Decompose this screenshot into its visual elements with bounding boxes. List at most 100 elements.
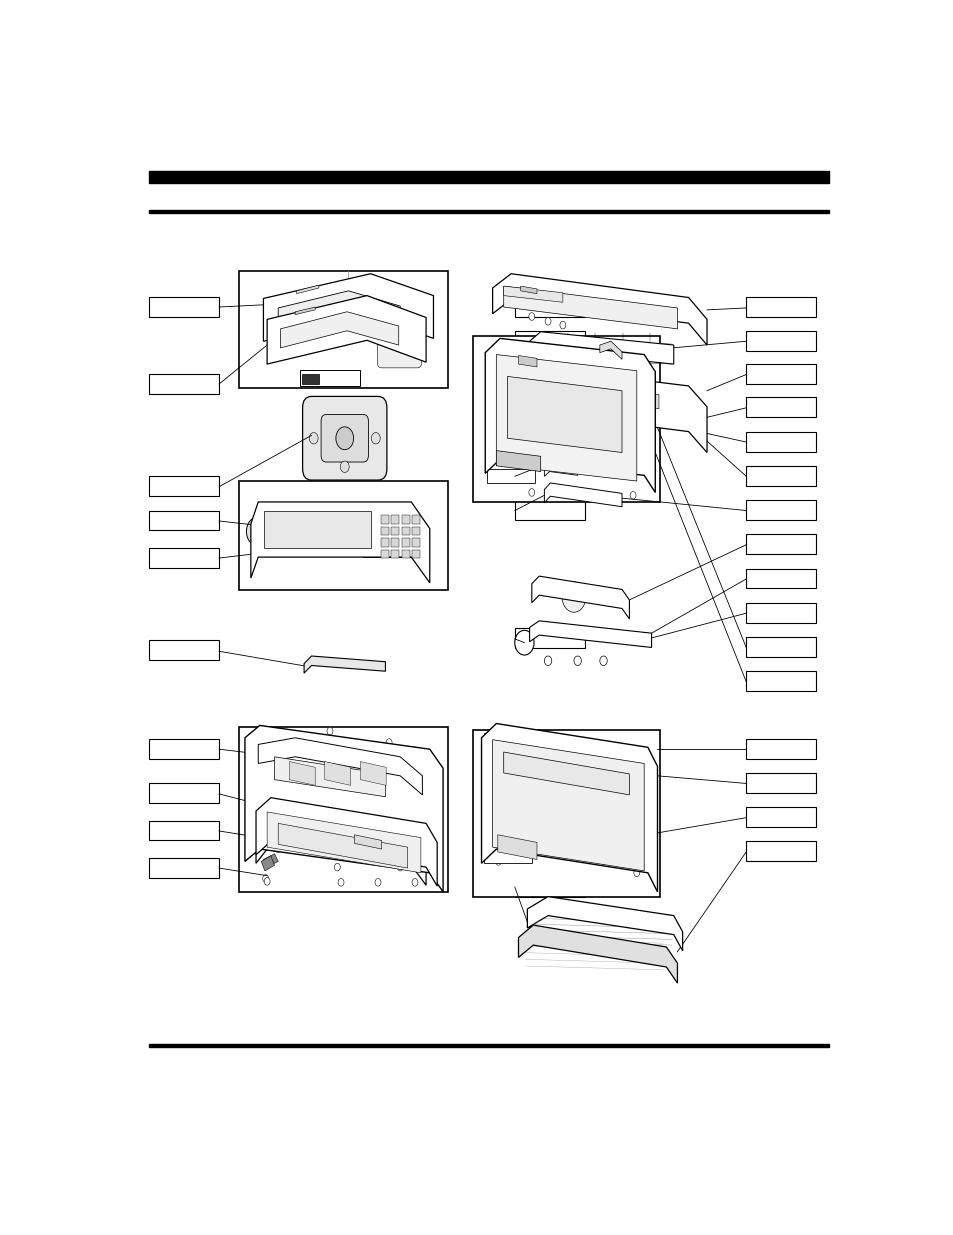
Bar: [249, 736, 296, 750]
Polygon shape: [527, 897, 682, 951]
Polygon shape: [296, 750, 328, 766]
FancyBboxPatch shape: [376, 322, 421, 368]
Circle shape: [636, 388, 644, 399]
Polygon shape: [348, 835, 393, 850]
Polygon shape: [496, 364, 706, 452]
Circle shape: [663, 403, 672, 414]
Polygon shape: [492, 740, 643, 871]
Circle shape: [327, 727, 333, 735]
Polygon shape: [485, 338, 655, 493]
Bar: [745, 431, 816, 452]
Circle shape: [412, 878, 417, 887]
Polygon shape: [492, 274, 706, 345]
Bar: [515, 877, 584, 897]
Polygon shape: [520, 287, 537, 294]
Circle shape: [678, 403, 686, 414]
Circle shape: [262, 874, 269, 882]
Circle shape: [264, 808, 270, 816]
Bar: [745, 535, 816, 555]
Circle shape: [402, 308, 419, 331]
Polygon shape: [599, 341, 621, 359]
Circle shape: [340, 461, 349, 473]
Polygon shape: [496, 451, 540, 472]
Polygon shape: [258, 737, 422, 795]
Bar: [515, 364, 584, 384]
Polygon shape: [621, 391, 659, 409]
Polygon shape: [401, 526, 410, 535]
Polygon shape: [267, 811, 420, 873]
Circle shape: [528, 489, 535, 496]
Polygon shape: [412, 538, 419, 547]
Polygon shape: [497, 835, 537, 860]
Bar: [300, 369, 359, 385]
Polygon shape: [354, 835, 381, 848]
Polygon shape: [531, 576, 629, 619]
Circle shape: [633, 748, 639, 756]
Bar: [537, 361, 577, 374]
Polygon shape: [289, 762, 314, 785]
Bar: [745, 603, 816, 622]
Bar: [515, 431, 584, 452]
Bar: [149, 296, 219, 316]
Circle shape: [515, 287, 526, 301]
Polygon shape: [245, 725, 442, 892]
Polygon shape: [518, 925, 677, 983]
Polygon shape: [391, 526, 399, 535]
Circle shape: [495, 857, 501, 866]
Circle shape: [400, 329, 415, 348]
Circle shape: [559, 321, 565, 329]
Bar: [149, 210, 828, 212]
Bar: [486, 468, 535, 483]
Circle shape: [270, 734, 275, 741]
Polygon shape: [529, 332, 673, 364]
Polygon shape: [294, 308, 314, 315]
Circle shape: [663, 416, 672, 427]
Polygon shape: [280, 311, 398, 348]
Polygon shape: [278, 291, 400, 326]
Bar: [149, 739, 219, 758]
Bar: [149, 170, 828, 183]
Bar: [515, 331, 584, 351]
Circle shape: [528, 312, 535, 320]
Circle shape: [262, 816, 289, 850]
Bar: [472, 730, 659, 897]
Polygon shape: [380, 515, 389, 524]
Bar: [515, 500, 584, 520]
Circle shape: [630, 492, 636, 499]
Polygon shape: [401, 550, 410, 558]
Circle shape: [544, 656, 551, 666]
Polygon shape: [529, 621, 651, 647]
Bar: [515, 841, 584, 862]
Polygon shape: [263, 274, 433, 341]
Bar: [149, 640, 219, 659]
Bar: [149, 1044, 828, 1047]
Circle shape: [599, 656, 606, 666]
Circle shape: [649, 416, 659, 427]
Bar: [745, 331, 816, 351]
FancyBboxPatch shape: [302, 396, 387, 480]
Bar: [745, 500, 816, 520]
Polygon shape: [503, 752, 629, 795]
Bar: [515, 466, 584, 485]
Bar: [515, 808, 584, 827]
Bar: [745, 672, 816, 692]
Bar: [239, 482, 447, 590]
Polygon shape: [324, 762, 351, 785]
Bar: [149, 820, 219, 841]
Bar: [278, 795, 326, 809]
Polygon shape: [380, 550, 389, 558]
Polygon shape: [377, 750, 409, 766]
Bar: [745, 841, 816, 862]
Circle shape: [528, 348, 535, 357]
Circle shape: [371, 432, 380, 443]
Polygon shape: [533, 391, 578, 409]
Bar: [540, 752, 580, 766]
Bar: [486, 352, 535, 366]
Polygon shape: [255, 798, 436, 887]
Polygon shape: [391, 515, 399, 524]
Bar: [472, 336, 659, 501]
Circle shape: [636, 416, 644, 427]
Circle shape: [375, 878, 380, 887]
Polygon shape: [255, 802, 426, 885]
Bar: [537, 388, 577, 403]
